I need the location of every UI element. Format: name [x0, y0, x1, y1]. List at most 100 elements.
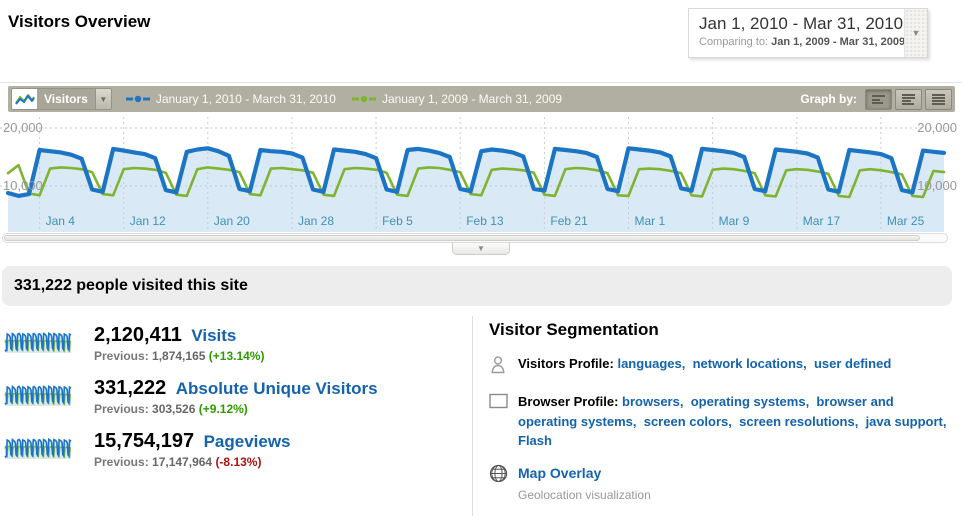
segmentation-link[interactable]: user defined — [813, 356, 892, 371]
segmentation-item-label: Browser Profile: — [518, 394, 619, 409]
sparkline — [4, 380, 72, 416]
previous-value: 17,147,964 — [152, 455, 213, 469]
segmentation-link[interactable]: operating systems — [690, 394, 806, 409]
list-lines-icon — [872, 94, 885, 104]
metric-row: 2,120,411 Visits Previous: 1,874,165 (+1… — [4, 324, 472, 363]
sparkline-icon — [4, 385, 72, 406]
svg-text:Feb 13: Feb 13 — [466, 214, 504, 228]
page-header: Visitors Overview Jan 1, 2010 - Mar 31, … — [0, 0, 962, 82]
metric-previous: Previous: 17,147,964 (-8.13%) — [94, 455, 291, 469]
segmentation-items: Visitors Profile: languages, network loc… — [489, 354, 954, 504]
segmentation-item: Visitors Profile: languages, network loc… — [489, 354, 954, 380]
svg-text:Feb 21: Feb 21 — [550, 214, 588, 228]
change-percent: (+9.12%) — [198, 402, 248, 416]
metric-selector-label: Visitors — [44, 92, 88, 106]
chevron-down-icon: ▼ — [94, 89, 111, 109]
graph-by-option-month[interactable] — [925, 88, 952, 110]
overview-columns: 2,120,411 Visits Previous: 1,874,165 (+1… — [0, 316, 962, 516]
sparkline-icon — [4, 438, 72, 459]
person-icon — [489, 354, 509, 380]
segmentation-link[interactable]: java support — [865, 413, 943, 429]
legend-marker-icon — [125, 95, 150, 103]
map-overlay-link[interactable]: Map Overlay — [518, 464, 602, 481]
graph-by-option-week[interactable] — [895, 88, 922, 110]
graph-by-label: Graph by: — [800, 92, 857, 106]
previous-value: 303,526 — [152, 402, 196, 416]
chart-toolbar: Visitors ▼ January 1, 2010 - March 31, 2… — [8, 86, 955, 112]
svg-text:Jan 28: Jan 28 — [298, 214, 334, 228]
segmentation-link[interactable]: Flash — [518, 433, 552, 448]
list-lines-icon — [902, 93, 915, 105]
legend-item-previous: January 1, 2009 - March 31, 2009 — [351, 92, 563, 106]
metric-link[interactable]: Visits — [191, 326, 237, 345]
graph-by-controls: Graph by: — [800, 88, 955, 110]
metrics-list: 2,120,411 Visits Previous: 1,874,165 (+1… — [0, 316, 472, 516]
metric-row: 331,222 Absolute Unique Visitors Previou… — [4, 377, 472, 416]
chevron-down-icon[interactable]: ▼ — [904, 9, 927, 57]
date-range-selector[interactable]: Jan 1, 2010 - Mar 31, 2010 Comparing to:… — [688, 8, 928, 58]
svg-text:Jan 4: Jan 4 — [46, 214, 76, 228]
date-compare-prefix: Comparing to: — [699, 36, 769, 48]
visitors-trend-module: Visitors ▼ January 1, 2010 - March 31, 2… — [0, 82, 962, 255]
svg-text:Feb 5: Feb 5 — [382, 214, 413, 228]
sparkline-icon — [4, 332, 72, 353]
segmentation-link[interactable]: browser and operating systems — [518, 394, 894, 429]
legend-label: January 1, 2009 - March 31, 2009 — [381, 92, 563, 106]
segmentation-link[interactable]: screen resolutions — [739, 413, 855, 429]
vertical-divider — [472, 316, 473, 516]
metric-value: 15,754,197 — [94, 430, 195, 452]
metric-link[interactable]: Absolute Unique Visitors — [175, 379, 378, 398]
metric-texts: 331,222 Absolute Unique Visitors Previou… — [94, 377, 378, 416]
svg-text:Jan 20: Jan 20 — [214, 214, 250, 228]
segmentation-link[interactable]: network locations — [692, 356, 804, 371]
page-title: Visitors Overview — [8, 12, 151, 31]
svg-text:Mar 9: Mar 9 — [719, 214, 750, 228]
previous-label: Previous: — [94, 402, 149, 416]
change-percent: (+13.14%) — [208, 349, 265, 363]
segmentation-item: Browser Profile: browsers, operating sys… — [489, 392, 954, 451]
chart-scrollbar[interactable] — [2, 233, 948, 243]
metric-texts: 2,120,411 Visits Previous: 1,874,165 (+1… — [94, 324, 264, 363]
graph-by-option-day[interactable] — [865, 88, 892, 110]
chart-scrollbar-thumb[interactable] — [4, 235, 920, 241]
metric-texts: 15,754,197 Pageviews Previous: 17,147,96… — [94, 430, 291, 469]
segmentation-item-label: Visitors Profile: — [518, 356, 614, 371]
legend-marker-icon — [351, 95, 376, 103]
date-range-text: Jan 1, 2010 - Mar 31, 2010 — [699, 14, 904, 33]
date-range-texts: Jan 1, 2010 - Mar 31, 2010 Comparing to:… — [689, 9, 904, 57]
previous-value: 1,874,165 — [152, 349, 206, 363]
visitors-chart[interactable]: Jan 4 Jan 12 Jan 20 Jan 28 Feb 5 Feb 13 Feb 21… — [0, 114, 962, 232]
visitor-segmentation-panel: Visitor Segmentation Visitors Profile: l… — [473, 316, 962, 516]
svg-text:Mar 17: Mar 17 — [803, 214, 841, 228]
metric-row: 15,754,197 Pageviews Previous: 17,147,96… — [4, 430, 472, 469]
visitors-summary-bar: 331,222 people visited this site — [2, 266, 952, 306]
metric-previous: Previous: 1,874,165 (+13.14%) — [94, 349, 264, 363]
segmentation-item: Map Overlay Geolocation visualization — [489, 463, 954, 504]
segmentation-link[interactable]: languages — [617, 356, 682, 371]
list-lines-icon — [932, 93, 945, 105]
metric-previous: Previous: 303,526 (+9.12%) — [94, 402, 378, 416]
change-percent: (-8.13%) — [215, 455, 262, 469]
map-overlay-subtitle: Geolocation visualization — [518, 487, 651, 502]
metric-selector-visitors[interactable]: Visitors ▼ — [11, 88, 112, 110]
globe-icon — [489, 463, 509, 504]
sparkline — [4, 433, 72, 469]
date-compare-range: Jan 1, 2009 - Mar 31, 2009 — [771, 36, 904, 48]
metric-value: 331,222 — [94, 377, 167, 399]
metric-value: 2,120,411 — [94, 324, 182, 346]
legend-item-current: January 1, 2010 - March 31, 2010 — [125, 92, 336, 106]
browser-icon — [489, 392, 509, 451]
segmentation-title: Visitor Segmentation — [489, 320, 659, 339]
metric-link[interactable]: Pageviews — [203, 432, 291, 451]
segmentation-link[interactable]: browsers — [622, 394, 680, 409]
svg-text:Mar 25: Mar 25 — [887, 214, 925, 228]
chart-collapse-toggle[interactable]: ▼ — [452, 242, 510, 255]
segmentation-link[interactable]: screen colors — [643, 413, 729, 429]
chart-legend: January 1, 2010 - March 31, 2010 January… — [125, 92, 563, 106]
chevron-down-icon: ▼ — [477, 243, 485, 253]
trend-plot[interactable]: Jan 4 Jan 12 Jan 20 Jan 28 Feb 5 Feb 13 Feb 21… — [0, 114, 955, 232]
previous-label: Previous: — [94, 455, 149, 469]
svg-text:Jan 12: Jan 12 — [130, 214, 166, 228]
date-compare-text: Comparing to: Jan 1, 2009 - Mar 31, 2009 — [699, 36, 904, 48]
